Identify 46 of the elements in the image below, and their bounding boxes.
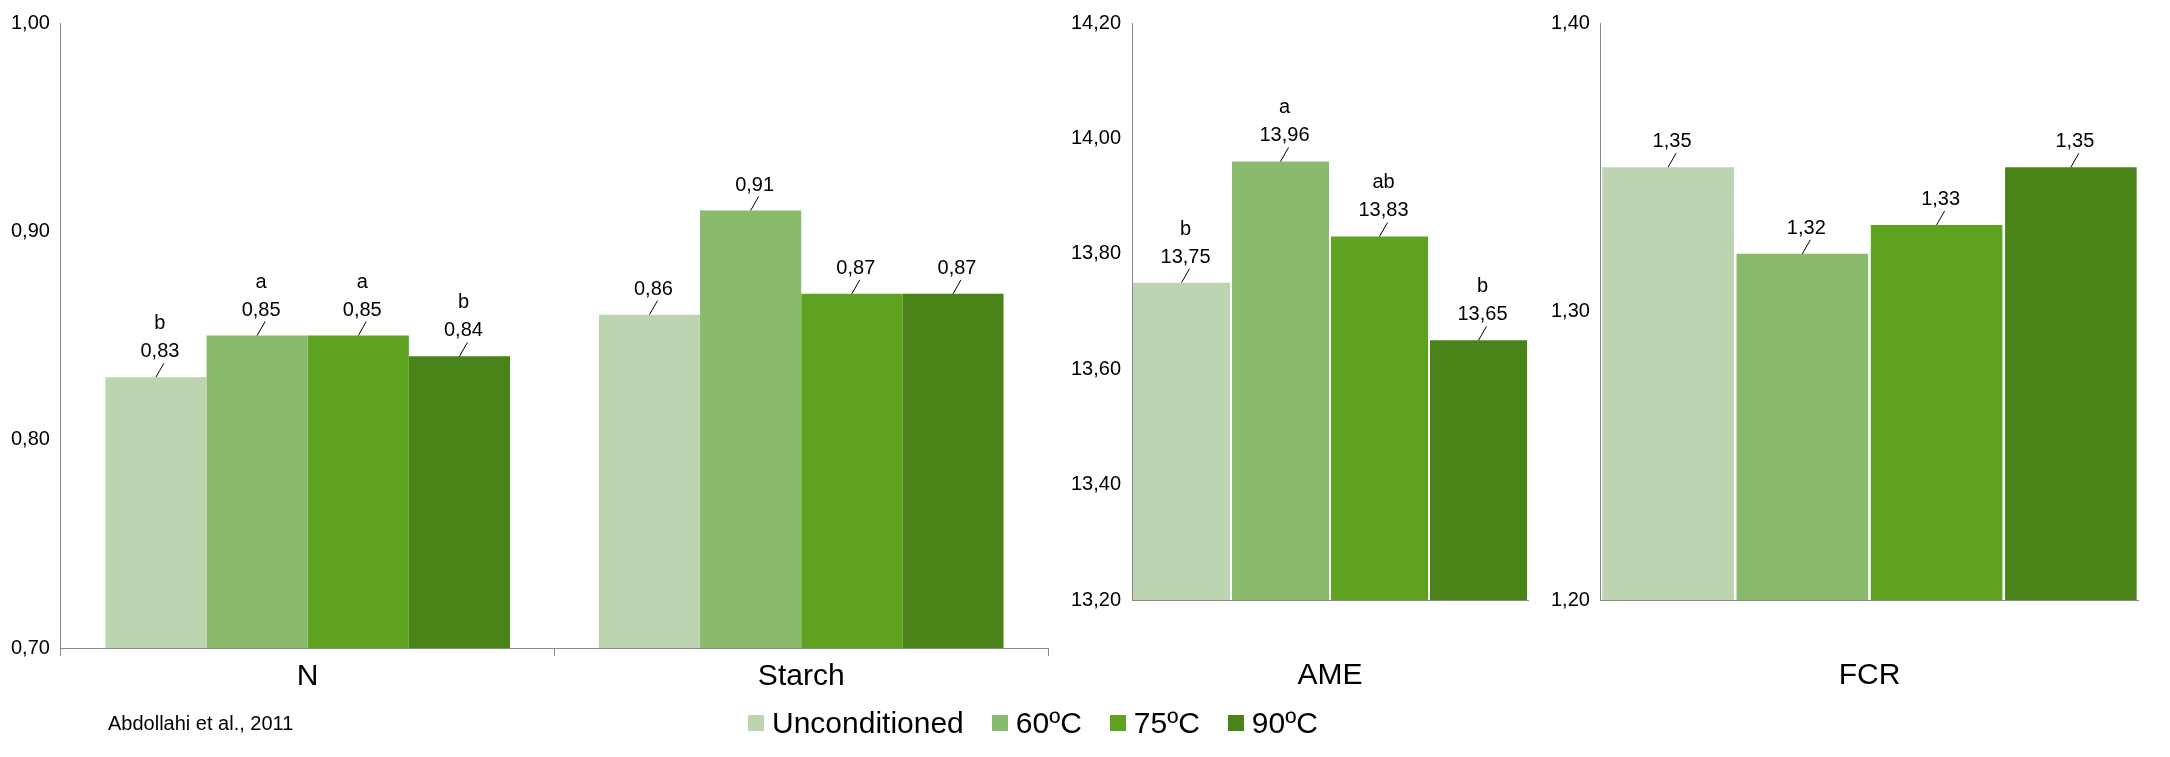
legend-label: Unconditioned [772,706,964,740]
y-tick-label: 13,20 [1070,587,1122,610]
data-label: 0,85 [342,297,382,320]
annotation: a [255,269,268,292]
data-label: 13,75 [1160,244,1211,267]
y-tick-label: 0,70 [10,635,50,658]
data-label: 1,35 [2055,129,2095,152]
annotation: b [1179,216,1192,239]
y-tick-label: 13,60 [1070,356,1122,379]
y-tick-label: 14,00 [1070,125,1122,148]
data-label: 1,32 [1786,215,1826,238]
data-label: 0,86 [634,276,673,299]
data-label: 0,87 [937,255,977,278]
legend-label: 75ºC [1133,706,1200,740]
x-tick-label: Starch [757,658,845,692]
legend-label: 60ºC [1015,706,1082,740]
x-tick-label: N [296,658,319,692]
y-tick-label: 14,20 [1070,10,1122,33]
y-tick-label: 13,80 [1070,241,1122,264]
y-tick-label: 0,80 [10,427,50,450]
data-label: 0,84 [443,318,483,341]
data-label: 1,33 [1921,186,1961,209]
annotation: a [1278,95,1291,118]
y-tick-label: 1,20 [1550,587,1590,610]
annotation: b [154,311,166,334]
annotation: b [1476,274,1489,297]
annotation: a [356,269,369,292]
text: Abdollahi et al., 2011 [108,711,294,734]
data-label: 13,83 [1358,198,1409,221]
data-label: 13,65 [1457,302,1508,325]
data-label: 13,96 [1259,123,1310,146]
data-label: 0,85 [241,297,281,320]
data-label: 1,35 [1652,129,1692,152]
y-tick-label: 1,00 [10,10,50,33]
y-tick-label: 0,90 [10,218,50,241]
data-label: 0,91 [735,172,775,195]
y-tick-label: 1,40 [1550,10,1590,33]
x-axis-title: AME [1297,657,1363,691]
x-axis-title: FCR [1838,657,1901,691]
annotation: b [457,290,470,313]
data-label: 0,83 [140,339,180,362]
legend-label: 90ºC [1251,706,1318,740]
y-tick-label: 1,30 [1550,299,1590,322]
data-label: 0,87 [836,255,876,278]
annotation: ab [1372,170,1395,193]
y-tick-label: 13,40 [1070,472,1122,495]
